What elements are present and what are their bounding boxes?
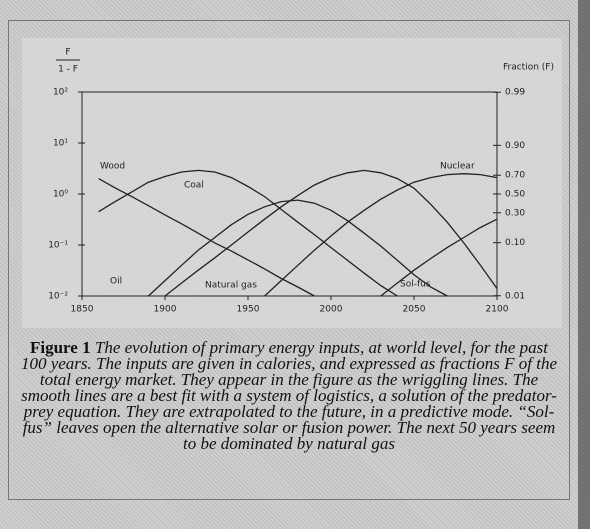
series-label: Natural gas (205, 281, 257, 291)
caption-text: The evolution of primary energy inputs, … (20, 338, 558, 453)
y-tick-label: 10² (53, 88, 68, 98)
series-line (98, 169, 398, 297)
x-tick-label: 2050 (403, 305, 426, 315)
y2-tick-label: 0.30 (505, 208, 525, 218)
series-line (147, 199, 448, 297)
x-tick-label: 2000 (320, 305, 343, 315)
y2-tick-label: 0.01 (505, 291, 525, 301)
y-tick-label: 10⁻¹ (48, 241, 68, 251)
page-edge (578, 0, 590, 529)
series-line (98, 178, 315, 297)
series-line (164, 169, 498, 297)
y2-tick-label: 0.90 (505, 141, 525, 151)
plot-background (22, 38, 562, 328)
y-tick-label: 10⁰ (53, 190, 68, 200)
series-label: Sol-fus (400, 280, 431, 290)
y2-tick-label: 0.70 (505, 171, 525, 181)
figure-frame (8, 20, 570, 500)
y2-tick-label: 0.50 (505, 190, 525, 200)
x-tick-label: 1950 (237, 305, 260, 315)
y2-tick-label: 0.99 (505, 88, 525, 98)
series-label: Oil (110, 277, 122, 287)
series-label: Nuclear (440, 162, 475, 172)
series-line (264, 173, 498, 297)
series-label: Coal (184, 181, 204, 191)
y-tick-label: 10¹ (53, 139, 68, 149)
y2-label: Fraction (F) (503, 63, 554, 73)
caption-label: Figure 1 (30, 338, 91, 357)
series-line (380, 218, 498, 297)
caption: Figure 1 The evolution of primary energy… (20, 338, 558, 453)
y-label-denominator: 1 - F (58, 65, 78, 75)
y-label-numerator: F (65, 48, 70, 58)
x-tick-label: 1900 (154, 305, 177, 315)
y2-tick-label: 0.10 (505, 238, 525, 248)
series-label: Wood (100, 162, 125, 172)
x-tick-label: 1850 (71, 305, 94, 315)
chart: F 1 - F Fraction (F) 10² 10¹ 10⁰ 10⁻¹ 10⁻² 0.… (22, 38, 562, 328)
x-tick-label: 2100 (486, 305, 509, 315)
y-tick-label: 10⁻² (48, 292, 68, 302)
